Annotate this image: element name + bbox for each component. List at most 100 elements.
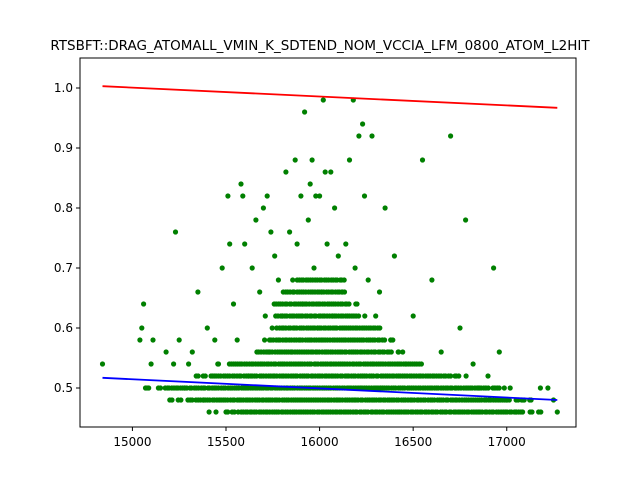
scatter-point (142, 385, 149, 391)
scatter-point (496, 349, 502, 355)
scatter-point (288, 349, 295, 355)
scatter-point (335, 253, 341, 259)
scatter-point (330, 313, 336, 319)
scatter-point (230, 301, 237, 307)
scatter-point (538, 409, 544, 415)
scatter-point (485, 373, 491, 379)
scatter-point (287, 229, 293, 235)
scatter-point (311, 265, 317, 271)
scatter-point (208, 373, 214, 379)
scatter-point (377, 325, 383, 331)
scatter-point (225, 193, 231, 199)
scatter-point (507, 385, 513, 391)
scatter-point (320, 97, 326, 103)
lower-limit-line (102, 376, 558, 401)
scatter-point (376, 289, 383, 295)
y-tick-label: 1.0 (54, 81, 73, 95)
scatter-point (410, 313, 416, 319)
scatter-point (388, 349, 394, 355)
scatter-point (520, 409, 526, 415)
scatter-point (309, 157, 315, 163)
scatter-point (249, 265, 255, 271)
scatter-point (496, 385, 502, 391)
scatter-point (403, 361, 409, 367)
scatter-point (346, 157, 353, 163)
scatter-point (202, 373, 208, 379)
scatter-point (163, 349, 169, 355)
scatter-point (234, 337, 240, 343)
scatter-point (167, 397, 173, 403)
scatter-point (448, 373, 454, 379)
scatter-point (212, 337, 218, 343)
y-axis: 0.5 0.6 0.7 0.8 0.9 1.0 (54, 81, 80, 395)
plot-area (99, 85, 560, 415)
scatter-point (554, 409, 560, 415)
scatter-point (253, 217, 259, 223)
scatter-point (141, 301, 147, 307)
scatter-point (361, 193, 368, 199)
scatter-point (231, 409, 237, 415)
scatter-point (245, 373, 252, 379)
scatter-point (275, 277, 281, 283)
scatter-point (219, 265, 225, 271)
scatter-point (322, 169, 328, 175)
scatter-point (266, 349, 272, 355)
scatter-point (463, 373, 469, 379)
scatter-point (272, 253, 278, 259)
scatter-point (290, 277, 296, 283)
scatter-point (294, 241, 300, 247)
scatter-point (302, 109, 308, 115)
scatter-point (369, 133, 375, 139)
scatter-point (453, 373, 459, 379)
scatter-point (283, 169, 289, 175)
scatter-point (172, 229, 179, 235)
scatter-point (157, 385, 164, 391)
scatter-point (262, 313, 268, 319)
scatter-point (382, 205, 388, 211)
scatter-point (292, 157, 298, 163)
scatter-point (264, 193, 270, 199)
scatter-point (491, 265, 497, 271)
scatter-point (395, 349, 401, 355)
scatter-point (262, 337, 268, 343)
scatter-point (148, 361, 154, 367)
scatter-point (315, 325, 321, 331)
scatter-point (300, 301, 306, 307)
y-tick-label: 0.9 (54, 141, 73, 155)
scatter-point (400, 349, 406, 355)
scatter-point (356, 313, 362, 319)
scatter-point (318, 289, 324, 295)
scatter-point (513, 409, 519, 415)
scatter-point (463, 217, 469, 223)
scatter-point (317, 193, 323, 199)
scatter-point (324, 241, 330, 247)
scatter-point (388, 337, 394, 343)
scatter-point (504, 397, 510, 403)
scatter-point (223, 409, 229, 415)
scatter-point (352, 265, 358, 271)
scatter-point (429, 277, 435, 283)
scatter-point (419, 157, 426, 163)
scatter-point (448, 133, 454, 139)
scatter-point (137, 337, 143, 343)
axes-frame (79, 57, 577, 428)
scatter-point (418, 361, 424, 367)
scatter-point (438, 349, 444, 355)
scatter-point (354, 301, 360, 307)
scatter-point (189, 349, 195, 355)
chart-title: RTSBFT::DRAG_ATOMALL_VMIN_K_SDTEND_NOM_V… (50, 38, 590, 54)
scatter-point (215, 361, 222, 367)
scatter-point (307, 181, 313, 187)
scatter-point (373, 313, 379, 319)
x-tick-label: 16000 (300, 435, 338, 449)
scatter-point (305, 217, 311, 223)
scatter-point (457, 325, 463, 331)
scatter-point (242, 241, 248, 247)
scatter-point (240, 193, 246, 199)
scatter-point (176, 337, 182, 343)
scatter-point (200, 397, 207, 403)
scatter-point (365, 277, 371, 283)
y-tick-label: 0.6 (54, 321, 73, 335)
x-tick-label: 15000 (113, 435, 151, 449)
